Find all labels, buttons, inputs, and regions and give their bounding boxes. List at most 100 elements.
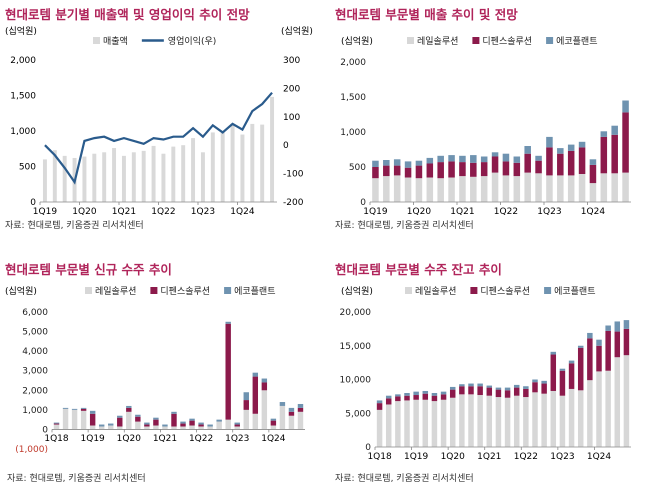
bar-segment-디펜스솔루션 bbox=[383, 165, 390, 177]
y-tick-label: 1,000 bbox=[22, 406, 48, 416]
bar-segment-레일솔루션 bbox=[153, 425, 159, 430]
bar-segment-레일솔루션 bbox=[541, 393, 547, 447]
bar-segment-에코플랜트 bbox=[502, 153, 510, 162]
bar-segment-디펜스솔루션 bbox=[372, 167, 379, 179]
bar-segment-에코플랜트 bbox=[589, 159, 597, 165]
bar-segment-에코플랜트 bbox=[372, 160, 379, 167]
x-tick-label: 1Q19 bbox=[81, 434, 106, 444]
bar-segment-에코플랜트 bbox=[577, 345, 584, 348]
y-tick-label: 20,000 bbox=[340, 308, 372, 318]
bar-segment-에코플랜트 bbox=[162, 424, 168, 427]
bar-segment-에코플랜트 bbox=[486, 385, 493, 388]
bar-segment-에코플랜트 bbox=[404, 393, 410, 396]
bar-segment-레일솔루션 bbox=[385, 404, 392, 447]
bar-segment-디펜스솔루션 bbox=[559, 370, 566, 396]
chart-title: 현대로템 부문별 신규 수주 추이 bbox=[5, 262, 172, 277]
bar-segment-디펜스솔루션 bbox=[502, 161, 510, 176]
bar-revenue bbox=[200, 152, 205, 202]
bar-segment-에코플랜트 bbox=[395, 394, 401, 397]
bar-segment-디펜스솔루션 bbox=[611, 134, 618, 174]
bar-segment-디펜스솔루션 bbox=[189, 420, 195, 426]
bar-segment-디펜스솔루션 bbox=[504, 390, 511, 398]
y-tick-label: 1,500 bbox=[340, 93, 366, 103]
legend-swatch-1 bbox=[470, 287, 478, 294]
bar-segment-에코플랜트 bbox=[422, 390, 429, 394]
bar-segment-디펜스솔루션 bbox=[600, 136, 608, 174]
bar-segment-레일솔루션 bbox=[477, 395, 483, 447]
line-operating-profit bbox=[44, 91, 273, 185]
bar-segment-디펜스솔루션 bbox=[243, 400, 249, 410]
legend-label-0: 매출액 bbox=[103, 35, 128, 47]
bar-segment-에코플랜트 bbox=[234, 422, 240, 425]
bar-segment-에코플랜트 bbox=[404, 161, 412, 168]
bar-segment-에코플랜트 bbox=[448, 155, 455, 162]
bar-segment-디펜스솔루션 bbox=[440, 394, 447, 400]
bar-segment-레일솔루션 bbox=[261, 390, 268, 430]
bar-revenue bbox=[62, 155, 67, 202]
bar-segment-에코플랜트 bbox=[225, 321, 231, 324]
bar-segment-에코플랜트 bbox=[385, 395, 392, 399]
legend-swatch-0 bbox=[407, 37, 414, 44]
bar-segment-디펜스솔루션 bbox=[53, 423, 60, 425]
bar-segment-레일솔루션 bbox=[198, 426, 204, 430]
bar-segment-에코플랜트 bbox=[216, 419, 222, 422]
bar-segment-디펜스솔루션 bbox=[448, 161, 455, 178]
bar-segment-에코플랜트 bbox=[393, 159, 401, 166]
bar-segment-에코플랜트 bbox=[376, 400, 383, 404]
bar-segment-에코플랜트 bbox=[470, 155, 477, 163]
legend-swatch-0 bbox=[85, 287, 92, 294]
bar-segment-에코플랜트 bbox=[611, 125, 618, 135]
y-axis-unit-left: (십억원) bbox=[5, 25, 37, 37]
bar-segment-레일솔루션 bbox=[535, 173, 542, 202]
bar-segment-에코플랜트 bbox=[541, 380, 547, 384]
bar-segment-에코플랜트 bbox=[270, 418, 277, 421]
bar-segment-에코플랜트 bbox=[71, 408, 78, 410]
bar-segment-레일솔루션 bbox=[135, 421, 141, 430]
bar-segment-레일솔루션 bbox=[550, 390, 557, 447]
bar-segment-레일솔루션 bbox=[605, 370, 611, 447]
bar-segment-레일솔루션 bbox=[546, 175, 553, 202]
bar-revenue bbox=[260, 124, 265, 202]
bar-segment-에코플랜트 bbox=[297, 403, 304, 408]
bar-segment-디펜스솔루션 bbox=[413, 395, 419, 400]
y-tick-label: 3,000 bbox=[22, 367, 48, 377]
bar-segment-에코플랜트 bbox=[587, 332, 593, 339]
x-tick-label: 1Q24 bbox=[587, 452, 612, 462]
bar-revenue bbox=[92, 153, 97, 202]
bar-segment-디펜스솔루션 bbox=[89, 413, 96, 426]
bar-revenue bbox=[230, 123, 235, 202]
bar-segment-디펜스솔루션 bbox=[180, 423, 186, 427]
bar-segment-에코플랜트 bbox=[532, 379, 538, 383]
x-tick-label: 1Q20 bbox=[407, 207, 432, 217]
source-note: 자료: 현대로템, 키움증권 리서치센터 bbox=[335, 474, 474, 484]
bar-segment-레일솔루션 bbox=[126, 411, 132, 430]
bar-segment-디펜스솔루션 bbox=[546, 147, 553, 176]
bar-segment-디펜스솔루션 bbox=[252, 376, 259, 414]
bar-segment-레일솔루션 bbox=[532, 392, 538, 447]
bar-segment-디펜스솔루션 bbox=[468, 386, 474, 395]
bar-segment-레일솔루션 bbox=[589, 183, 597, 202]
y-tick-label: 500 bbox=[349, 163, 366, 173]
chart-panel-segment-sales: 현대로템 부문별 매출 추이 및 전망 (십억원) 레일솔루션 디펜스솔루션 에코플랜… bbox=[335, 4, 640, 236]
bar-segment-레일솔루션 bbox=[395, 401, 401, 447]
bar-segment-에코플랜트 bbox=[80, 407, 87, 409]
bar-segment-디펜스솔루션 bbox=[449, 389, 456, 398]
bar-segment-레일솔루션 bbox=[376, 409, 383, 447]
bar-segment-디펜스솔루션 bbox=[532, 382, 538, 393]
y-tick-label: 500 bbox=[19, 163, 36, 173]
bar-segment-레일솔루션 bbox=[448, 177, 455, 202]
legend-label-2: 에코플랜트 bbox=[234, 286, 275, 297]
bar-segment-레일솔루션 bbox=[144, 426, 150, 430]
bar-revenue bbox=[131, 152, 136, 202]
legend-swatch-0 bbox=[405, 287, 412, 294]
bar-revenue bbox=[42, 159, 47, 202]
chart-title: 현대로템 부문별 매출 추이 및 전망 bbox=[335, 7, 518, 22]
bar-segment-에코플랜트 bbox=[243, 392, 249, 401]
legend-label-1: 디펜스솔루션 bbox=[480, 286, 530, 297]
bar-segment-레일솔루션 bbox=[404, 177, 412, 202]
bar-revenue bbox=[240, 134, 245, 202]
bar-segment-레일솔루션 bbox=[422, 399, 429, 447]
source-note: 자료: 현대로템, 키움증권 리서치센터 bbox=[7, 474, 146, 484]
bar-segment-디펜스솔루션 bbox=[577, 347, 584, 391]
bar-segment-에코플랜트 bbox=[614, 321, 621, 332]
